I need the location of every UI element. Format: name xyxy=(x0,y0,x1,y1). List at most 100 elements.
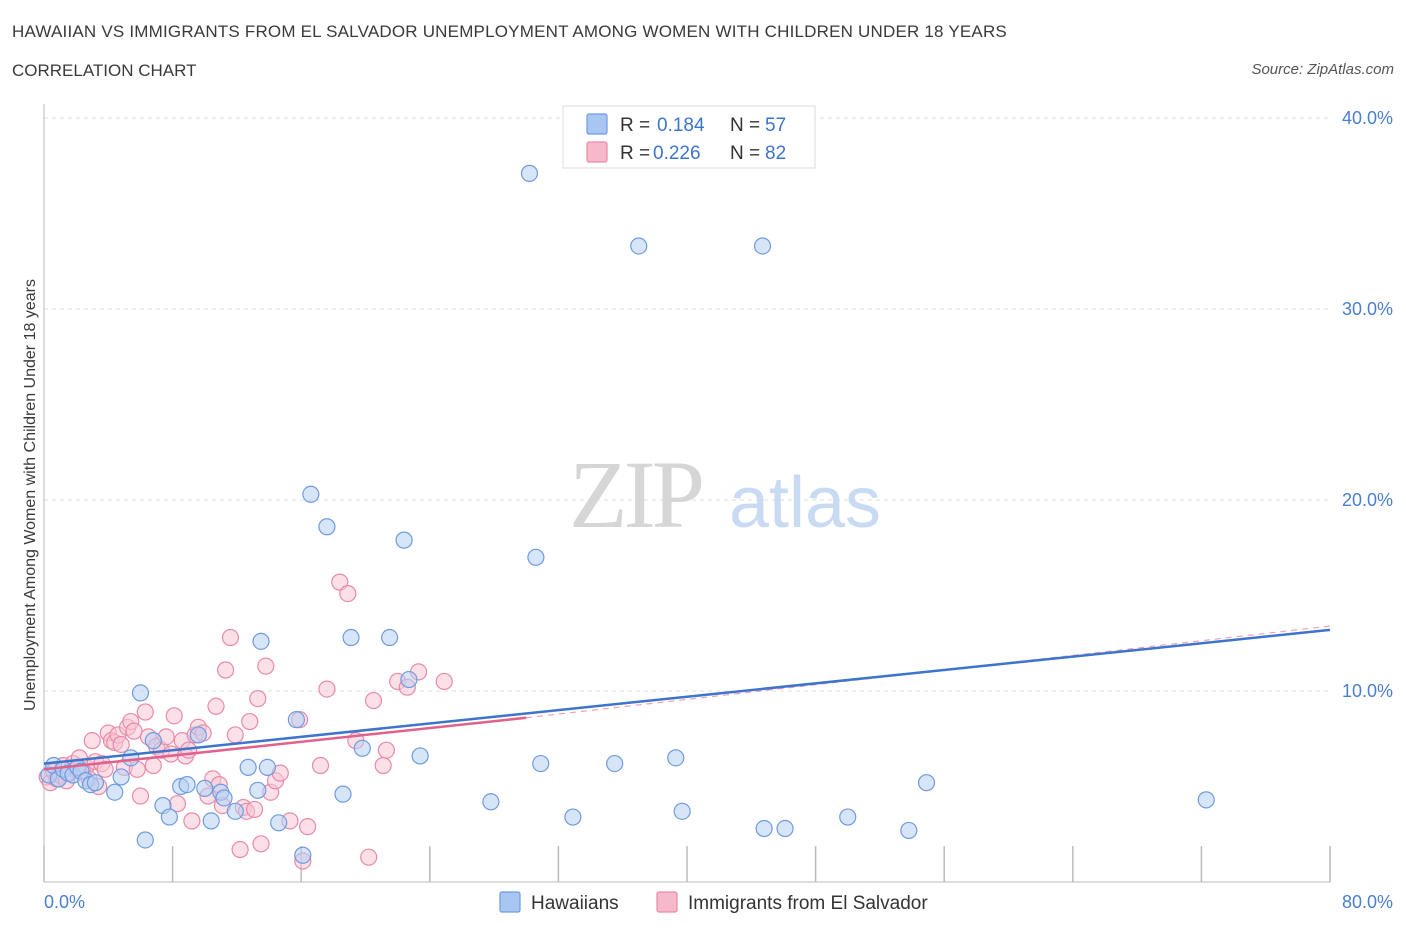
legend-swatch-hawaiians xyxy=(586,113,608,135)
series-legend: Hawaiians Immigrants from El Salvador xyxy=(499,891,928,914)
data-point-el-salvador xyxy=(207,697,225,715)
data-point-hawaiians xyxy=(400,670,418,689)
x-tick-label: 0.0% xyxy=(44,892,85,912)
data-point-hawaiians xyxy=(178,775,196,794)
trend-line-el-salvador-extension xyxy=(526,625,1331,719)
data-point-el-salvador xyxy=(112,735,130,754)
data-point-hawaiians xyxy=(249,781,267,799)
data-point-hawaiians xyxy=(136,831,154,849)
data-point-el-salvador xyxy=(221,628,240,647)
y-tick-label: 20.0% xyxy=(1342,490,1393,510)
data-point-hawaiians xyxy=(258,758,277,777)
data-point-hawaiians xyxy=(630,237,648,255)
data-point-hawaiians xyxy=(122,749,140,767)
data-point-hawaiians xyxy=(252,632,270,650)
data-point-el-salvador xyxy=(377,741,395,759)
data-point-hawaiians xyxy=(353,739,371,757)
data-point-el-salvador xyxy=(226,726,244,744)
legend-r-label: R = xyxy=(620,143,650,164)
data-point-el-salvador xyxy=(374,756,392,775)
gridlines xyxy=(44,117,1330,692)
trend-lines xyxy=(43,625,1331,771)
watermark: ZIP atlas xyxy=(569,441,881,548)
data-point-el-salvador xyxy=(125,722,143,740)
data-point-hawaiians xyxy=(753,237,772,255)
chart-subtitle: CORRELATION CHART xyxy=(12,61,197,80)
y-tick-label: 40.0% xyxy=(1342,108,1393,128)
data-point-hawaiians xyxy=(564,808,582,826)
data-point-el-salvador xyxy=(257,657,275,675)
correlation-legend: R = 0.184 N = 57 R = 0.226 N = 82 xyxy=(562,105,816,169)
data-point-hawaiians xyxy=(302,485,320,503)
data-point-el-salvador xyxy=(231,840,249,859)
data-point-el-salvador xyxy=(252,835,270,853)
data-point-hawaiians xyxy=(776,819,794,838)
data-point-hawaiians xyxy=(189,726,207,744)
legend-label-hawaiians: Hawaiians xyxy=(531,893,619,914)
data-point-hawaiians xyxy=(342,628,360,647)
trend-line-hawaiians xyxy=(43,628,1331,765)
data-point-hawaiians xyxy=(411,747,429,765)
data-point-hawaiians xyxy=(755,819,773,838)
data-point-hawaiians xyxy=(239,758,257,777)
data-point-hawaiians xyxy=(482,793,500,811)
legend-swatch-hawaiians xyxy=(499,891,521,913)
data-point-hawaiians xyxy=(294,846,312,864)
data-point-hawaiians xyxy=(131,684,150,702)
data-point-el-salvador xyxy=(131,787,150,805)
y-tick-label: 10.0% xyxy=(1342,681,1393,701)
data-point-el-salvador xyxy=(144,756,162,775)
data-point-el-salvador xyxy=(249,690,267,708)
data-point-hawaiians xyxy=(287,711,305,729)
data-point-hawaiians xyxy=(381,628,399,647)
data-point-hawaiians xyxy=(527,548,545,566)
data-point-el-salvador xyxy=(83,732,101,750)
data-point-hawaiians xyxy=(86,774,105,792)
data-point-el-salvador xyxy=(183,812,201,830)
data-point-hawaiians xyxy=(196,779,214,798)
legend-n-value-el-salvador: 82 xyxy=(765,143,786,164)
data-point-hawaiians xyxy=(917,774,936,792)
data-point-hawaiians xyxy=(144,732,162,750)
series-immigrants-el-salvador xyxy=(38,573,453,870)
data-point-hawaiians xyxy=(106,783,124,801)
data-point-el-salvador xyxy=(217,661,235,679)
tick-labels: 10.0% 20.0% 30.0% 40.0% 0.0% 80.0% xyxy=(44,108,1393,912)
data-point-el-salvador xyxy=(364,691,383,710)
data-point-el-salvador xyxy=(245,800,264,819)
data-point-hawaiians xyxy=(532,754,550,773)
data-point-el-salvador xyxy=(339,584,357,603)
data-point-hawaiians xyxy=(112,768,130,786)
source-credit: Source: ZipAtlas.com xyxy=(1251,61,1394,78)
watermark-zip: ZIP xyxy=(569,441,702,548)
data-point-el-salvador xyxy=(435,672,453,691)
data-point-hawaiians xyxy=(839,808,857,826)
legend-label-el-salvador: Immigrants from El Salvador xyxy=(688,893,928,914)
data-point-hawaiians xyxy=(215,789,233,807)
legend-swatch-el-salvador xyxy=(586,141,608,163)
data-point-el-salvador xyxy=(360,848,378,866)
data-point-hawaiians xyxy=(606,754,624,773)
series-hawaiians xyxy=(40,164,1215,864)
legend-r-value-hawaiians: 0.184 xyxy=(657,115,705,136)
x-tick-label: 80.0% xyxy=(1342,892,1393,912)
data-point-hawaiians xyxy=(160,808,178,826)
data-point-el-salvador xyxy=(96,760,114,778)
watermark-atlas: atlas xyxy=(729,463,881,543)
y-axis-label: Unemployment Among Women with Children U… xyxy=(22,279,39,711)
data-point-el-salvador xyxy=(299,818,317,836)
data-point-hawaiians xyxy=(1197,791,1215,809)
data-point-hawaiians xyxy=(395,531,413,549)
data-point-hawaiians xyxy=(334,785,352,803)
data-point-hawaiians xyxy=(202,812,220,830)
legend-swatch-el-salvador xyxy=(656,891,678,913)
data-point-hawaiians xyxy=(900,821,918,840)
trend-line-el-salvador xyxy=(43,716,527,771)
legend-r-label: R = xyxy=(620,115,650,136)
data-point-hawaiians xyxy=(673,802,691,820)
data-point-el-salvador xyxy=(165,707,183,725)
chart-title: HAWAIIAN VS IMMIGRANTS FROM EL SALVADOR … xyxy=(12,22,1007,41)
y-tick-label: 30.0% xyxy=(1342,299,1393,319)
data-point-el-salvador xyxy=(241,712,259,731)
